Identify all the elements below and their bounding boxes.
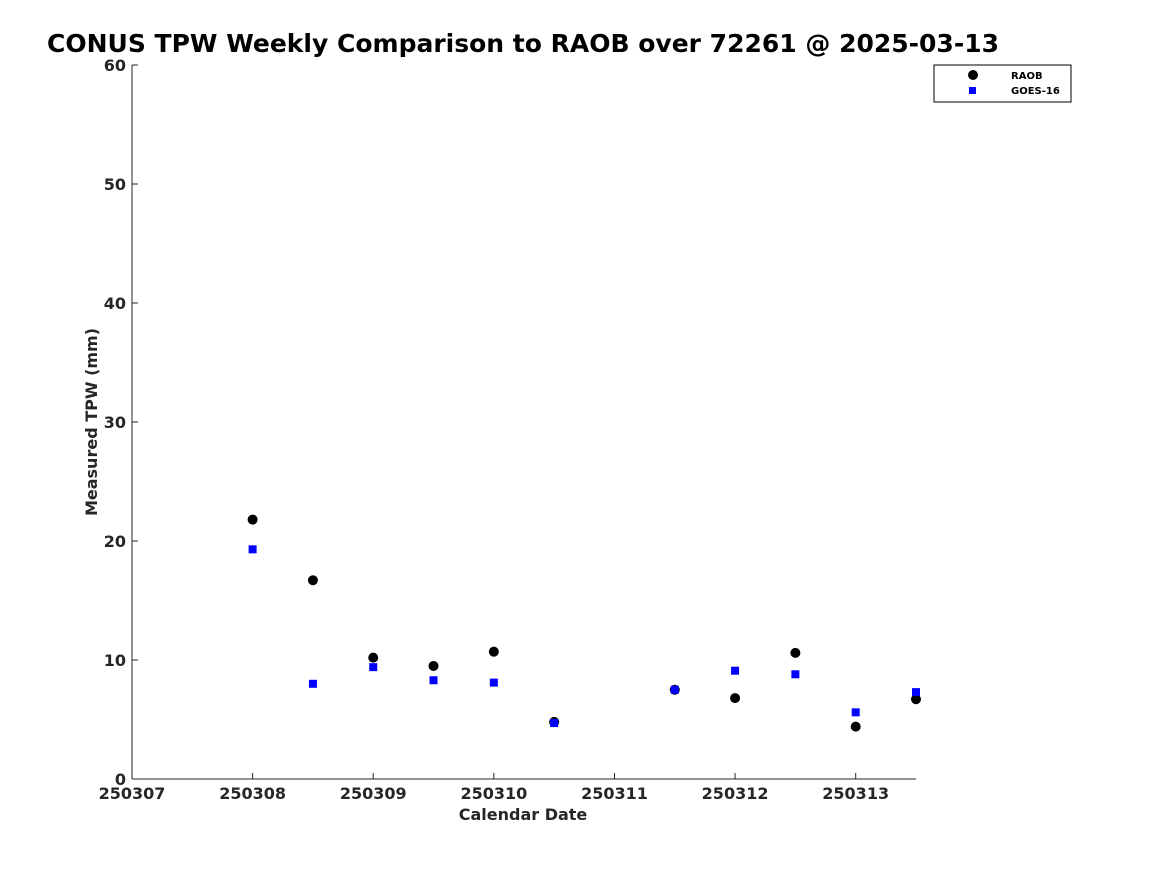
goes-16-point [369,663,378,672]
raob-point [911,694,921,705]
x-axis-ticks: 250307 250308 250309 250310 250311 250312 2503… [99,773,889,803]
goes-16-point [791,670,800,679]
y-tick-label: 40 [104,294,126,313]
y-tick-label: 10 [104,651,126,670]
legend-label-goes-16: GOES-16 [1011,86,1060,97]
legend-label-raob: RAOB [1011,71,1043,82]
y-tick-label: 0 [115,770,126,789]
goes-16-point [429,676,438,685]
y-tick-label: 60 [104,56,126,75]
goes-16-point [308,679,317,688]
x-tick-label: 250310 [460,784,527,803]
goes-16-point [550,719,559,728]
legend-marker-raob [968,70,978,80]
raob-point [790,647,801,658]
x-tick-label: 250313 [822,784,889,803]
y-tick-label: 20 [104,532,126,551]
goes-16-point [731,666,740,675]
legend-box [933,64,1072,103]
goes-16-point [670,685,679,694]
raob-point [247,514,258,525]
legend: RAOB GOES-16 [933,64,1072,103]
goes-16-point [851,708,860,717]
x-axis-label: Calendar Date [459,805,588,824]
goes-16-point [489,678,498,687]
x-tick-label: 250307 [99,784,166,803]
raob-point [488,646,499,657]
x-tick-label: 250309 [340,784,407,803]
raob-point [368,652,379,663]
x-tick-label: 250312 [702,784,769,803]
x-tick-label: 250308 [219,784,286,803]
y-tick-label: 50 [104,175,126,194]
raob-point [307,575,318,586]
data-series [247,514,921,732]
legend-marker-goes-16 [969,87,976,94]
raob-point [850,721,861,732]
goes-16-point [248,545,257,554]
y-axis-label: Measured TPW (mm) [82,328,101,516]
series-goes-16 [248,545,920,728]
x-tick-label: 250311 [581,784,648,803]
y-tick-label: 30 [104,413,126,432]
raob-point [428,660,439,671]
y-axis-ticks: 0 10 20 30 40 50 60 [104,56,138,789]
chart-title: CONUS TPW Weekly Comparison to RAOB over… [47,29,999,58]
raob-point [730,693,741,704]
goes-16-point [912,688,920,697]
